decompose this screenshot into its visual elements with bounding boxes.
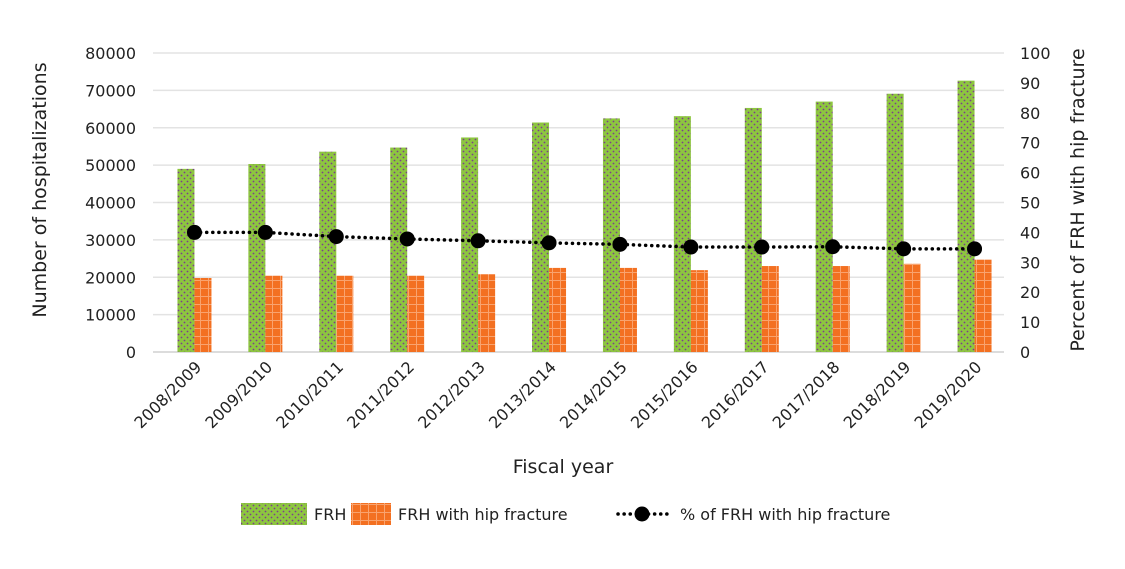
percent-point xyxy=(967,241,983,257)
bar-frh xyxy=(744,107,762,352)
x-tick-label: 2012/2013 xyxy=(414,357,489,432)
bar-frh xyxy=(390,147,408,352)
y2-tick-label: 0 xyxy=(1020,343,1030,362)
bar-frh xyxy=(248,164,266,352)
bar-frh-hip-fracture xyxy=(832,266,850,352)
y2-tick-label: 30 xyxy=(1020,253,1040,272)
legend-label-hip: FRH with hip fracture xyxy=(398,505,568,524)
bar-frh-hip-fracture xyxy=(549,267,567,352)
bar-frh xyxy=(957,80,975,352)
y-tick-label: 0 xyxy=(126,343,136,362)
percent-point xyxy=(754,239,770,255)
percent-point xyxy=(186,224,202,240)
x-tick-label: 2011/2012 xyxy=(343,357,418,432)
x-axis-title: Fiscal year xyxy=(513,456,614,478)
percent-point xyxy=(470,233,486,249)
y-tick-label: 20000 xyxy=(85,268,136,287)
bar-frh xyxy=(532,122,550,352)
y-tick-label: 60000 xyxy=(85,119,136,138)
gridlines xyxy=(153,52,1004,353)
legend: FRH FRH with hip fracture % of FRH with … xyxy=(241,503,890,525)
bar-frh xyxy=(673,116,691,352)
x-tick-label: 2018/2019 xyxy=(840,357,915,432)
x-tick-label: 2014/2015 xyxy=(556,357,631,432)
y-tick-label: 80000 xyxy=(85,44,136,63)
bar-frh-hip-fracture xyxy=(336,275,354,352)
bar-frh-hip-fracture xyxy=(407,275,425,352)
percent-point xyxy=(328,229,344,245)
y2-tick-label: 10 xyxy=(1020,313,1040,332)
bar-frh xyxy=(886,93,904,353)
y2-tick-label: 80 xyxy=(1020,104,1040,123)
bar-frh-hip-fracture xyxy=(974,259,992,352)
y-tick-label: 40000 xyxy=(85,194,136,213)
y2-tick-label: 60 xyxy=(1020,164,1040,183)
y2-axis-title: Percent of FRH with hip fracture xyxy=(1067,48,1089,351)
y-tick-label: 10000 xyxy=(85,306,136,325)
bar-frh-hip-fracture xyxy=(619,267,637,352)
percent-point xyxy=(683,239,699,255)
percent-point xyxy=(399,231,415,247)
y2-tick-label: 20 xyxy=(1020,283,1040,302)
percent-point xyxy=(541,235,557,251)
x-tick-label: 2015/2016 xyxy=(627,357,702,432)
y2-tick-label: 70 xyxy=(1020,134,1040,153)
y-axis-title: Number of hospitalizations xyxy=(29,62,51,317)
bar-frh-hip-fracture xyxy=(690,270,708,352)
legend-label-percent: % of FRH with hip fracture xyxy=(680,505,890,524)
percent-line xyxy=(186,224,983,257)
left-axis-ticks: 0 10000 20000 30000 40000 50000 60000 70000 8000… xyxy=(85,44,136,362)
bar-frh-hip-fracture xyxy=(761,266,779,352)
percent-line-path xyxy=(192,230,977,251)
right-axis-ticks: 0 10 20 30 40 50 60 70 80 90 100 xyxy=(1020,44,1051,362)
y2-tick-label: 100 xyxy=(1020,44,1051,63)
y2-tick-label: 90 xyxy=(1020,74,1040,93)
x-tick-label: 2013/2014 xyxy=(485,357,560,432)
legend-swatch-hip xyxy=(351,503,391,525)
y2-tick-label: 40 xyxy=(1020,223,1040,242)
x-tick-label: 2009/2010 xyxy=(201,357,276,432)
x-tick-label: 2010/2011 xyxy=(272,357,347,432)
bar-frh-hip-fracture xyxy=(194,277,212,352)
x-tick-label: 2008/2009 xyxy=(130,357,205,432)
y2-tick-label: 50 xyxy=(1020,194,1040,213)
bar-frh-hip-fracture xyxy=(265,275,283,352)
x-tick-label: 2016/2017 xyxy=(698,357,773,432)
bar-frh-hip-fracture xyxy=(478,274,496,352)
bar-frh xyxy=(815,101,833,353)
percent-point xyxy=(896,241,912,257)
legend-marker xyxy=(634,506,650,522)
x-tick-label: 2017/2018 xyxy=(769,357,844,432)
bar-frh xyxy=(602,118,620,352)
bars xyxy=(177,80,992,353)
percent-point xyxy=(612,236,628,252)
legend-swatch-frh xyxy=(241,503,307,525)
bar-frh xyxy=(319,151,337,352)
percent-point xyxy=(825,239,841,255)
y-tick-label: 50000 xyxy=(85,156,136,175)
y-tick-label: 30000 xyxy=(85,231,136,250)
bar-frh xyxy=(177,168,195,352)
legend-label-frh: FRH xyxy=(314,505,346,524)
x-tick-label: 2019/2020 xyxy=(911,357,986,432)
y-tick-label: 70000 xyxy=(85,81,136,100)
bar-frh-hip-fracture xyxy=(903,263,921,352)
x-axis-ticks: 2008/20092009/20102010/20112011/20122012… xyxy=(130,357,985,432)
percent-point xyxy=(257,224,273,240)
bar-frh xyxy=(461,137,479,352)
